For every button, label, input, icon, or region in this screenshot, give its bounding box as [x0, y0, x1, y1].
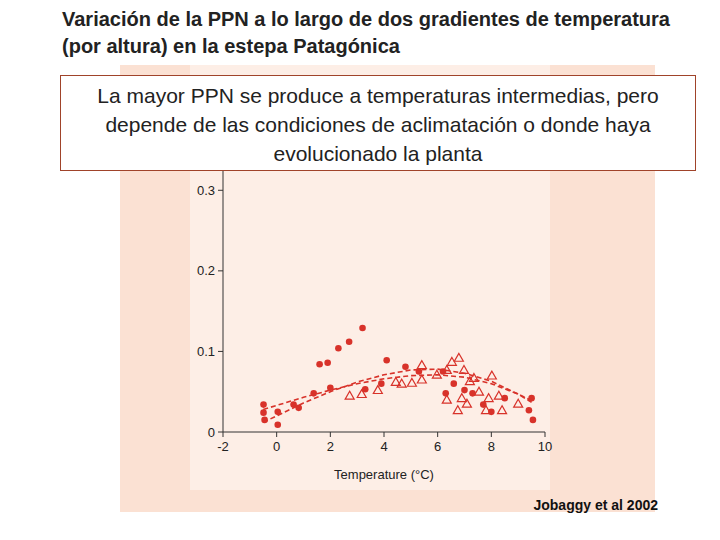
circle-point [442, 390, 449, 397]
circle-point [260, 409, 267, 416]
y-tick-label: 0 [208, 425, 215, 440]
fit-curve [263, 375, 531, 410]
triangle-point [397, 379, 406, 387]
circle-point [402, 363, 409, 370]
triangle-point [474, 387, 483, 395]
x-tick [545, 432, 546, 437]
y-tick-label: 0.3 [197, 183, 215, 198]
circle-point [359, 325, 366, 332]
triangle-point [462, 399, 471, 407]
annotation: La mayor PPN se produce a temperaturas i… [60, 75, 696, 171]
triangle-point [345, 391, 354, 399]
x-tick [437, 432, 438, 437]
triangle-point [494, 391, 503, 399]
circle-point [316, 361, 323, 368]
circle-point [324, 359, 331, 366]
circle-point [335, 345, 342, 352]
triangle-point [373, 386, 382, 394]
x-tick [330, 432, 331, 437]
triangle-point [481, 406, 490, 414]
y-tick [218, 270, 223, 271]
triangle-point [454, 353, 463, 361]
triangle-point [487, 371, 496, 379]
triangle-point [459, 365, 468, 373]
x-axis-label: Temperature (°C) [334, 467, 434, 482]
x-tick-label: -2 [217, 439, 229, 454]
title: Variación de la PPN a lo largo de dos gr… [62, 6, 702, 60]
triangle-point [407, 378, 416, 386]
triangle-point [442, 395, 451, 403]
circle-point [461, 387, 468, 394]
y-tick [218, 432, 223, 433]
circle-point [346, 338, 353, 345]
y-tick-label: 0.2 [197, 263, 215, 278]
page: 00.10.20.3-20246810Temperature (°C) Vari… [0, 0, 720, 540]
source: Jobaggy et al 2002 [533, 497, 658, 513]
triangle-point [514, 399, 523, 407]
y-tick [218, 190, 223, 191]
fit-curve [263, 369, 531, 422]
x-tick-label: 4 [380, 439, 387, 454]
x-tick [384, 432, 385, 437]
triangle-point [453, 406, 462, 414]
x-tick [491, 432, 492, 437]
y-tick [218, 351, 223, 352]
y-tick-label: 0.1 [197, 344, 215, 359]
x-tick [276, 432, 277, 437]
y-axis [223, 150, 224, 432]
circle-point [378, 380, 385, 387]
x-tick-label: 0 [273, 439, 280, 454]
x-tick [223, 432, 224, 437]
triangle-point [457, 394, 466, 402]
triangle-point [357, 390, 366, 398]
x-tick-label: 10 [538, 439, 552, 454]
circle-point [260, 401, 267, 408]
triangle-point [498, 406, 507, 414]
x-tick-label: 6 [434, 439, 441, 454]
data-group [260, 325, 536, 428]
circle-point [526, 407, 533, 414]
circle-point [530, 417, 537, 424]
circle-point [295, 405, 302, 412]
x-tick-label: 2 [327, 439, 334, 454]
triangle-point [442, 365, 451, 373]
circle-point [383, 357, 390, 364]
triangle-point [417, 361, 426, 369]
circle-point [450, 380, 457, 387]
triangle-point [484, 394, 493, 402]
triangle-point [417, 375, 426, 383]
x-tick-label: 8 [488, 439, 495, 454]
circle-point [274, 421, 281, 428]
